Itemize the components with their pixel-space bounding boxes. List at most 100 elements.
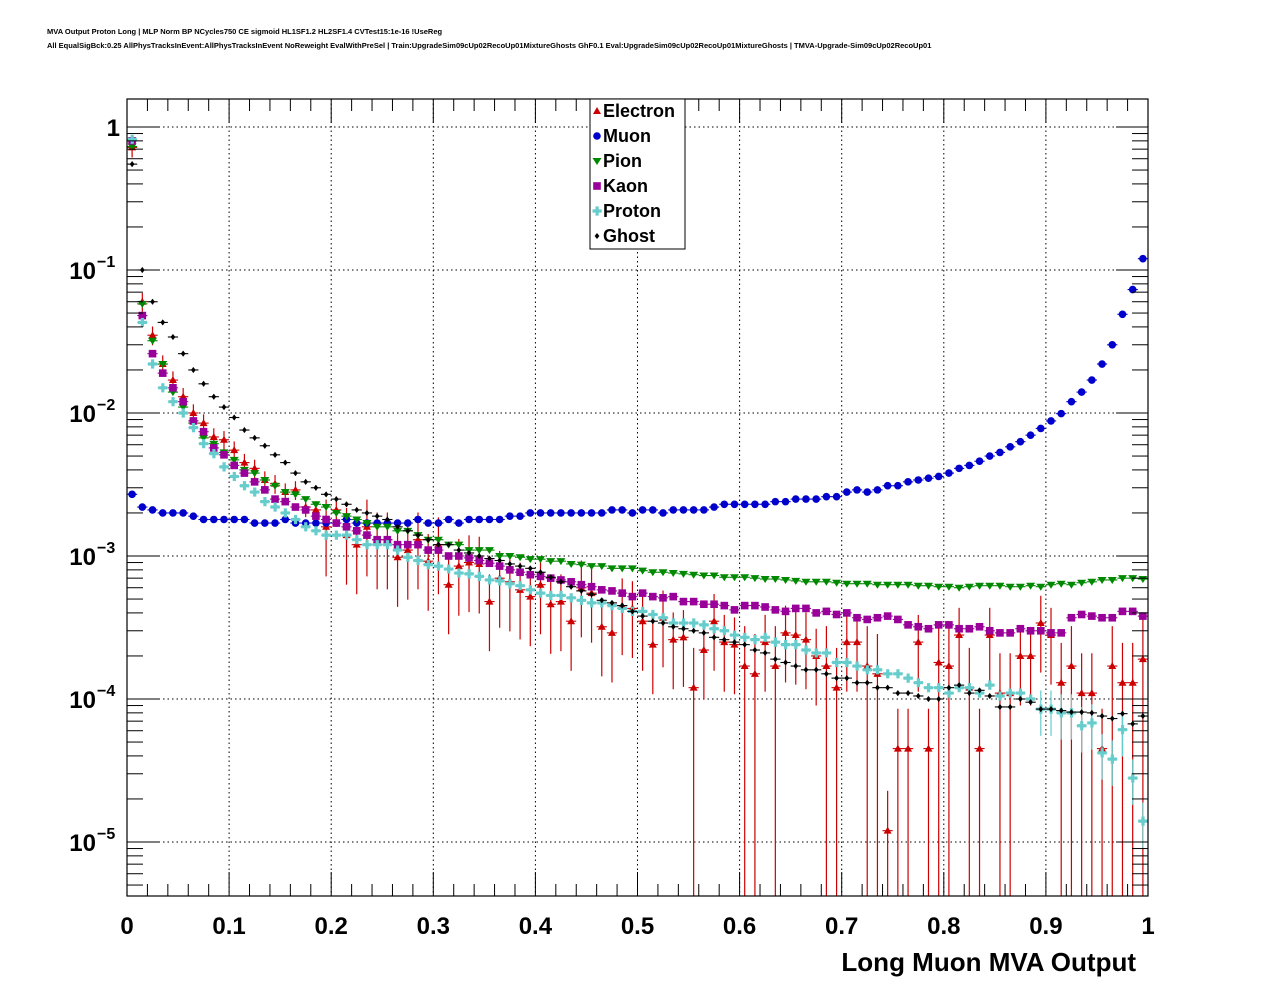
data-point xyxy=(729,617,740,695)
data-point xyxy=(1127,720,1138,727)
data-point xyxy=(280,508,291,518)
muon-marker xyxy=(281,515,290,524)
pion-marker xyxy=(975,582,985,590)
kaon-marker xyxy=(1036,626,1045,635)
pion-legend-icon xyxy=(592,158,602,165)
data-point xyxy=(147,349,158,358)
data-point xyxy=(545,577,556,654)
data-point xyxy=(596,597,607,604)
data-point xyxy=(617,589,628,597)
ghost-marker xyxy=(977,687,982,694)
muon-marker xyxy=(914,476,923,484)
data-point xyxy=(964,461,975,470)
data-point xyxy=(402,540,413,549)
data-point xyxy=(504,560,515,567)
data-point xyxy=(188,417,199,425)
data-point xyxy=(862,665,873,675)
proton-marker xyxy=(791,640,801,650)
kaon-marker xyxy=(945,621,953,629)
ghost-marker xyxy=(242,427,247,434)
kaon-marker xyxy=(669,592,678,601)
data-point xyxy=(1066,626,1077,896)
data-point xyxy=(913,476,924,484)
electron-marker xyxy=(853,638,862,646)
data-point xyxy=(892,581,903,589)
data-point xyxy=(1005,629,1016,637)
ghost-marker xyxy=(180,350,186,357)
data-point xyxy=(525,556,536,564)
proton-marker xyxy=(923,683,934,693)
y-tick-exponent: −2 xyxy=(97,397,115,414)
y-tick-exponent: −1 xyxy=(97,254,115,271)
data-point xyxy=(831,647,842,896)
pion-marker xyxy=(270,482,280,490)
muon-marker xyxy=(1047,417,1055,425)
data-point xyxy=(657,613,669,623)
data-point xyxy=(943,684,955,691)
proton-marker xyxy=(423,560,433,570)
data-point xyxy=(1117,711,1128,757)
ghost-marker xyxy=(721,636,727,643)
muon-marker xyxy=(250,519,259,527)
muon-marker xyxy=(199,515,208,524)
proton-marker xyxy=(668,618,678,628)
electron-marker xyxy=(934,658,943,666)
data-point xyxy=(943,583,955,591)
data-point xyxy=(484,574,495,652)
pion-marker xyxy=(832,579,842,587)
x-tick-label: 0.9 xyxy=(1029,913,1062,940)
data-point xyxy=(576,561,587,569)
kaon-marker xyxy=(322,515,330,524)
data-point xyxy=(678,570,689,578)
electron-marker xyxy=(1128,678,1137,686)
data-point xyxy=(708,624,720,634)
pion-marker xyxy=(811,578,821,586)
data-point xyxy=(668,570,679,578)
data-point xyxy=(698,572,709,580)
pion-marker xyxy=(433,536,443,544)
muon-marker xyxy=(148,506,157,514)
muon-marker xyxy=(649,506,657,514)
kaon-marker xyxy=(832,610,841,619)
pion-marker xyxy=(944,583,954,591)
pion-marker xyxy=(760,576,770,584)
electron-marker xyxy=(1108,662,1117,670)
x-tick-label: 0.1 xyxy=(212,913,245,940)
data-point xyxy=(760,500,771,509)
muon-marker xyxy=(996,448,1004,457)
data-point xyxy=(688,627,699,634)
proton-marker xyxy=(893,669,903,679)
kaon-marker xyxy=(853,613,861,622)
proton-marker xyxy=(280,508,290,518)
data-point xyxy=(974,582,985,590)
data-point xyxy=(269,519,281,527)
electron-marker xyxy=(454,562,463,570)
muon-marker xyxy=(669,506,678,514)
data-point xyxy=(239,427,250,434)
data-point xyxy=(719,574,730,582)
proton-marker xyxy=(188,423,199,433)
data-point xyxy=(719,636,730,643)
pion-marker xyxy=(781,576,791,584)
data-point xyxy=(923,708,934,896)
data-point xyxy=(290,514,301,525)
data-point xyxy=(167,384,179,392)
muon-marker xyxy=(495,515,504,524)
ghost-marker xyxy=(701,629,707,636)
data-point xyxy=(606,599,618,606)
ghost-marker xyxy=(293,470,298,477)
pion-marker xyxy=(250,470,260,478)
data-point xyxy=(1056,409,1067,418)
data-point xyxy=(576,509,587,517)
ghost-marker xyxy=(1089,709,1095,716)
data-point xyxy=(831,492,842,501)
data-point xyxy=(800,604,812,613)
data-point xyxy=(974,622,985,631)
muon-marker xyxy=(802,495,810,503)
proton-marker xyxy=(1087,718,1097,728)
kaon-marker xyxy=(843,609,851,617)
pion-marker xyxy=(852,580,862,588)
data-point xyxy=(514,512,526,520)
data-point xyxy=(657,594,669,602)
kaon-marker xyxy=(209,444,218,452)
